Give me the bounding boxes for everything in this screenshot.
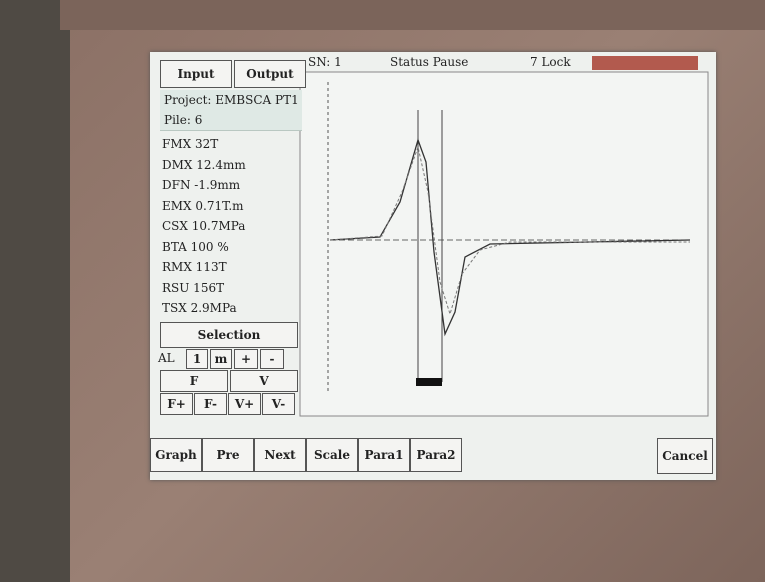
selection-title: Selection	[160, 322, 298, 348]
toolbar-button[interactable]: Para1	[358, 438, 410, 472]
control[interactable]: 1	[186, 349, 208, 369]
result: RMX 113T	[162, 257, 298, 277]
toolbar-button[interactable]: Pre	[202, 438, 254, 472]
channel-button[interactable]: V-	[262, 393, 295, 415]
result: EMX 0.71T.m	[162, 196, 298, 216]
lock-label: 7 Lock	[530, 55, 590, 69]
channel[interactable]: V	[230, 370, 298, 392]
channel-button[interactable]: F-	[194, 393, 227, 415]
toolbar-button[interactable]: Para2	[410, 438, 462, 472]
result: FMX 32T	[162, 134, 298, 154]
bezel	[0, 0, 70, 582]
channel[interactable]: F	[160, 370, 228, 392]
tab[interactable]: Input	[160, 60, 232, 88]
result: CSX 10.7MPa	[162, 216, 298, 236]
control[interactable]: m	[210, 349, 232, 369]
pile-label: Pile: 6	[160, 110, 302, 131]
sn-label: SN: 1	[308, 55, 358, 69]
control[interactable]: +	[234, 349, 258, 369]
toolbar-button[interactable]: Scale	[306, 438, 358, 472]
toolbar-button[interactable]: Graph	[150, 438, 202, 472]
result: DMX 12.4mm	[162, 155, 298, 175]
tab[interactable]: Output	[234, 60, 306, 88]
control: AL	[158, 349, 182, 367]
result: DFN -1.9mm	[162, 175, 298, 195]
photo: SN: 1 Status Pause 7 Lock InputOutputProjec…	[0, 0, 765, 582]
cancel-button[interactable]: Cancel	[657, 438, 713, 474]
channel-button[interactable]: V+	[228, 393, 261, 415]
result: TSX 2.9MPa	[162, 298, 298, 318]
bezel	[60, 0, 765, 30]
toolbar-button[interactable]: Next	[254, 438, 306, 472]
marker-bar	[416, 378, 442, 386]
status-label: Status Pause	[390, 55, 490, 69]
project-label: Project: EMBSCA PT1	[160, 90, 302, 111]
result: RSU 156T	[162, 278, 298, 298]
progress-bar	[592, 56, 698, 70]
channel-button[interactable]: F+	[160, 393, 193, 415]
result: BTA 100 %	[162, 237, 298, 257]
control[interactable]: -	[260, 349, 284, 369]
